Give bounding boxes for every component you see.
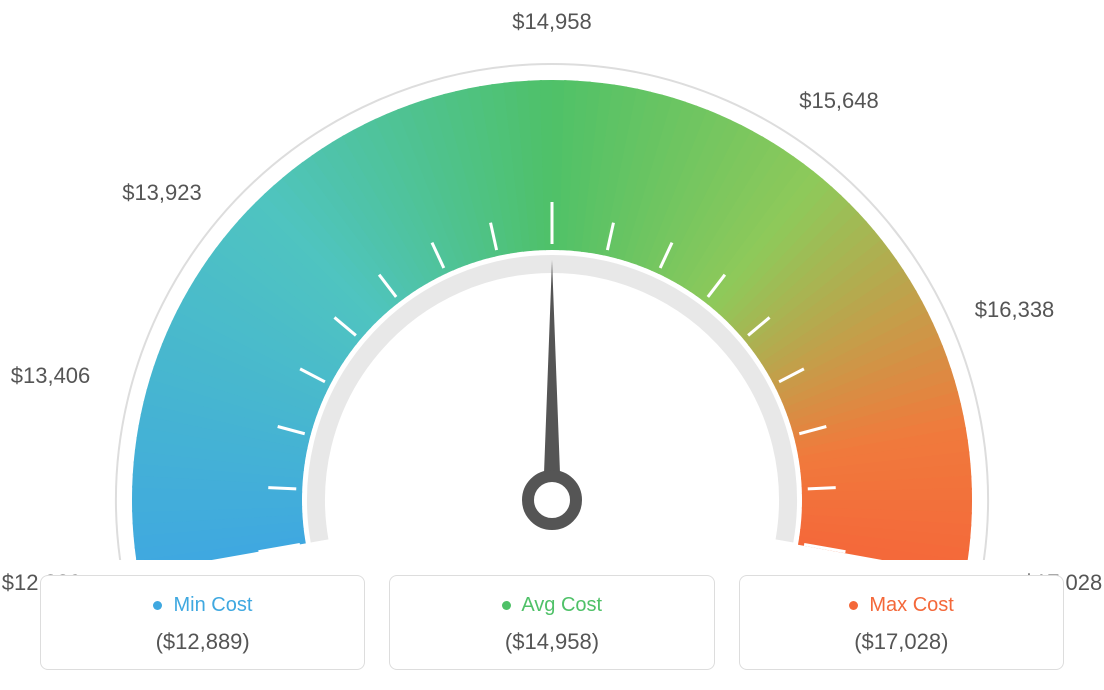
tick-label: $16,338 [975, 297, 1055, 323]
legend-value-max: ($17,028) [750, 629, 1053, 655]
legend-card-min: Min Cost ($12,889) [40, 575, 365, 670]
legend-title-text: Avg Cost [521, 594, 602, 616]
dot-icon [153, 601, 162, 610]
legend-title-avg: Avg Cost [400, 594, 703, 617]
legend-value-min: ($12,889) [51, 629, 354, 655]
legend-title-text: Min Cost [173, 594, 252, 616]
tick-label: $13,406 [11, 363, 91, 389]
legend-card-avg: Avg Cost ($14,958) [389, 575, 714, 670]
dot-icon [502, 601, 511, 610]
legend-title-text: Max Cost [869, 594, 953, 616]
legend-title-max: Max Cost [750, 594, 1053, 617]
tick-label: $13,923 [122, 180, 202, 206]
gauge-area: $12,889$13,406$13,923$14,958$15,648$16,3… [0, 0, 1104, 560]
legend-value-avg: ($14,958) [400, 629, 703, 655]
gauge-svg [0, 0, 1104, 560]
dot-icon [849, 601, 858, 610]
tick-label: $14,958 [512, 9, 592, 35]
legend-card-max: Max Cost ($17,028) [739, 575, 1064, 670]
legend-title-min: Min Cost [51, 594, 354, 617]
chart-container: $12,889$13,406$13,923$14,958$15,648$16,3… [0, 0, 1104, 690]
tick-label: $15,648 [799, 88, 879, 114]
legend-row: Min Cost ($12,889) Avg Cost ($14,958) Ma… [0, 575, 1104, 670]
